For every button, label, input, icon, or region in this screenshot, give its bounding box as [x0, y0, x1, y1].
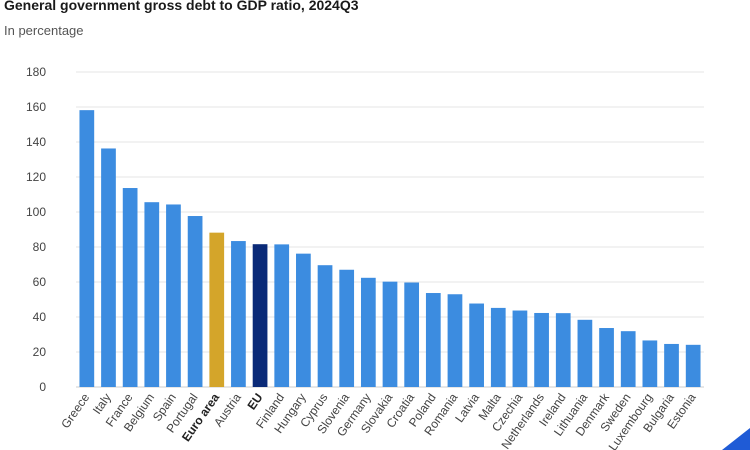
bar-austria [231, 241, 246, 387]
y-tick-label: 100 [26, 205, 46, 219]
y-tick-label: 40 [33, 310, 47, 324]
bar-slovakia [382, 281, 398, 387]
bar-france [122, 188, 138, 387]
bar-eu [252, 244, 268, 387]
y-tick-label: 120 [26, 170, 46, 184]
y-axis-ticks: 0 20 40 60 80 100 120 140 160 180 [26, 65, 46, 394]
y-tick-label: 140 [26, 135, 46, 149]
chart-title: General government gross debt to GDP rat… [4, 0, 359, 13]
bar-portugal [187, 216, 203, 387]
bar-lithuania [577, 319, 593, 387]
bar-poland [425, 293, 441, 387]
y-tick-label: 60 [33, 275, 47, 289]
bar-italy [101, 148, 116, 387]
bar-romania [447, 294, 463, 387]
bar-denmark [599, 328, 614, 387]
bar-ireland [555, 313, 571, 387]
x-axis-labels: GreeceItalyFranceBelgiumSpainPortugalEur… [58, 390, 699, 450]
bar-luxembourg [642, 340, 658, 387]
bar-czechia [512, 310, 528, 387]
chart-subtitle: In percentage [4, 23, 84, 38]
bar-cyprus [317, 265, 333, 387]
bar-belgium [144, 202, 160, 387]
bar-croatia [404, 282, 420, 387]
bar-hungary [296, 253, 311, 387]
y-tick-label: 20 [33, 345, 47, 359]
bar-sweden [620, 331, 636, 387]
bar-spain [166, 204, 181, 387]
bar-greece [79, 110, 95, 388]
bar-finland [274, 244, 290, 387]
x-tick-label: Latvia [452, 390, 482, 425]
y-tick-label: 80 [33, 240, 47, 254]
bar-euro-area [209, 232, 225, 387]
y-tick-label: 180 [26, 65, 46, 79]
y-tick-label: 0 [39, 380, 46, 394]
bar-germany [360, 277, 376, 387]
bar-malta [490, 307, 506, 387]
y-tick-label: 160 [26, 100, 46, 114]
bar-estonia [685, 344, 701, 387]
bar-latvia [469, 303, 484, 387]
bar-bulgaria [664, 343, 679, 387]
bar-slovenia [339, 269, 355, 387]
bar-netherlands [534, 312, 549, 387]
x-tick-label: Greece [58, 390, 92, 431]
bars [79, 110, 701, 388]
